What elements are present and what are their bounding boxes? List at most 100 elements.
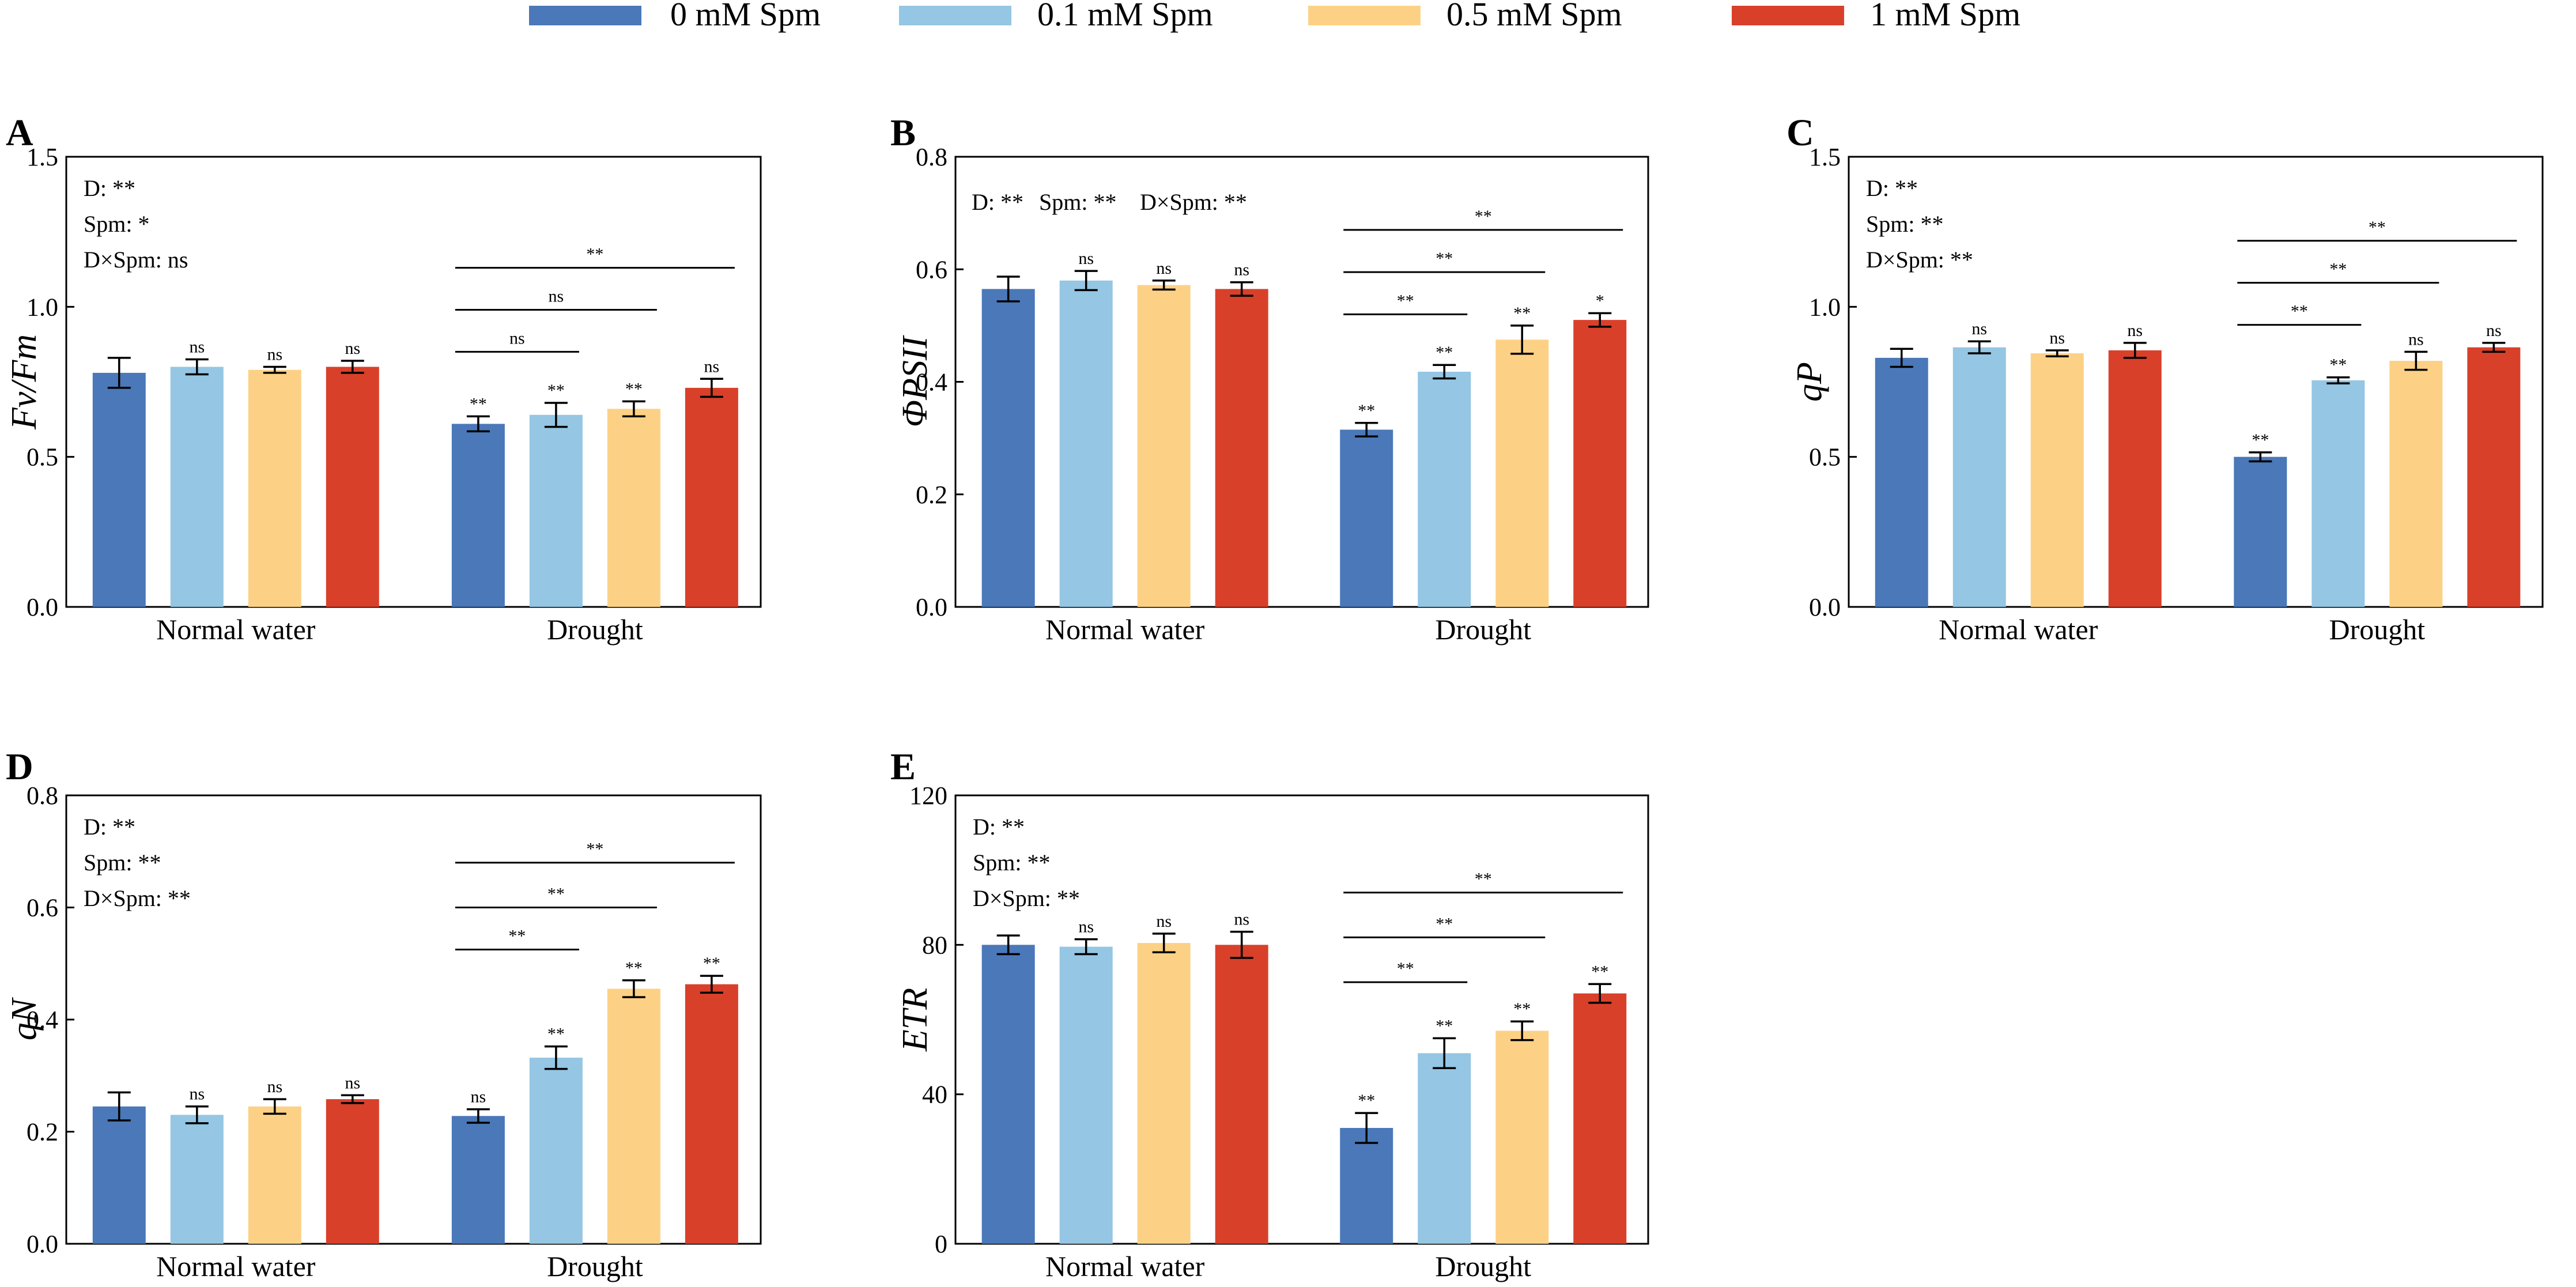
comparison-label: ns [549,287,564,306]
bar-normal-water-0 [92,1106,146,1244]
significance-label: ** [1436,343,1453,362]
significance-label: ** [1513,304,1531,323]
comparison-label: ** [2329,260,2347,279]
significance-label: ns [345,1073,360,1092]
plot-frame [954,794,1649,1245]
comparison-label: ** [586,840,603,859]
comparison-label: ** [1436,914,1453,933]
bar-drought-3 [1573,320,1627,607]
significance-label: ns [2049,329,2065,348]
significance-label: ** [625,379,643,398]
significance-label: * [1596,291,1604,310]
comparison-label: ** [1436,249,1453,268]
bar-drought-0 [451,1116,505,1244]
stat-text: D: ** [84,814,135,840]
category-label: Drought [547,1250,643,1282]
significance-label: ns [1156,259,1172,278]
category-label: Drought [1435,613,1531,646]
significance-label: ** [2329,356,2347,375]
legend-label-3: 1 mM Spm [1870,0,2020,33]
bar-normal-water-3 [326,367,379,607]
significance-label: ** [2252,431,2269,450]
significance-label: ns [2408,330,2424,349]
bar-drought-3 [2467,347,2521,607]
bar-drought-3 [1573,993,1627,1244]
comparison-label: ** [1475,870,1492,889]
category-label: Normal water [156,613,316,646]
bar-drought-1 [1418,1053,1471,1244]
bar-normal-water-3 [326,1099,379,1244]
y-tick-label: 0.5 [27,443,58,471]
panel-letter: C [1786,112,1814,154]
bar-drought-2 [607,988,660,1244]
stat-text: Spm: ** [973,850,1050,875]
panel-C: 0.0 0.5 1.0 1.5 qP Cns ns ns Normal water ** ** ns n… [1786,112,2544,646]
bar-drought-1 [1418,371,1471,607]
bar-normal-water-0 [92,372,146,607]
y-tick-label: 0.0 [916,593,947,621]
bar-drought-2 [2389,361,2443,607]
significance-label: ns [704,357,720,376]
bar-normal-water-3 [1215,289,1268,607]
category-label: Normal water [1045,1250,1205,1282]
panel-A: 0.0 0.5 1.0 1.5 Fv/Fm Ans ns ns Normal water ** **… [5,112,762,646]
y-tick-label: 1.5 [27,143,58,171]
stat-text: D×Spm: ** [1140,189,1247,215]
bar-normal-water-1 [1059,280,1113,607]
significance-label: ns [267,345,282,364]
y-tick-label: 1.0 [27,293,58,321]
bar-normal-water-1 [1059,946,1113,1244]
legend: 0 mM Spm 0.1 mM Spm 0.5 mM Spm 1 mM Spm [529,0,2020,33]
bar-normal-water-2 [248,1106,301,1244]
bar-drought-0 [2234,456,2287,607]
stat-text: D×Spm: ns [84,247,188,273]
stat-text: D×Spm: ** [973,885,1080,911]
y-tick-label: 0.2 [916,481,947,509]
legend-label-0: 0 mM Spm [670,0,821,33]
significance-label: ** [470,394,487,413]
comparison-label: ** [508,926,526,945]
category-label: Normal water [1045,613,1205,646]
bar-normal-water-1 [170,367,224,607]
bar-drought-1 [2311,380,2365,607]
y-tick-label: 0.4 [916,368,947,397]
y-tick-label: 120 [909,782,947,810]
y-axis-label: ΦPSII [896,334,935,427]
category-label: Normal water [156,1250,316,1282]
y-tick-label: 1.5 [1809,143,1841,171]
significance-label: ** [703,954,720,973]
significance-label: ns [1078,918,1094,937]
bar-drought-0 [1340,429,1393,607]
significance-label: ** [547,1025,565,1044]
bar-drought-3 [685,387,738,607]
significance-label: ** [1436,1016,1453,1035]
bar-normal-water-3 [2108,350,2162,607]
y-tick-label: 0.0 [27,1230,58,1258]
y-tick-label: 0.4 [27,1006,58,1034]
y-axis-label: ETR [896,988,935,1052]
y-tick-label: 80 [922,931,947,959]
panel-B: 0.0 0.2 0.4 0.6 0.8 ΦPSII Bns ns ns Normal water *… [890,112,1649,646]
significance-label: ** [1591,962,1608,981]
stat-text: Spm: * [84,211,149,237]
significance-label: ns [345,339,360,358]
panel-letter: A [6,112,33,154]
category-label: Drought [1435,1250,1531,1282]
stat-text: D×Spm: ** [1866,247,1973,273]
y-axis-label: qP [1790,362,1829,402]
category-label: Normal water [1939,613,2098,646]
y-axis-label: Fv/Fm [5,334,44,430]
legend-swatch-2 [1308,6,1421,25]
significance-label: ** [1513,999,1531,1018]
y-tick-label: 0.0 [27,593,58,621]
y-tick-label: 0.5 [1809,443,1841,471]
comparison-label: ** [1475,207,1492,226]
legend-label-1: 0.1 mM Spm [1037,0,1213,33]
bar-drought-2 [607,409,660,607]
category-label: Drought [2329,613,2426,646]
y-tick-label: 0.8 [916,143,947,171]
bar-drought-0 [451,424,505,607]
bar-drought-1 [529,1058,583,1244]
bar-normal-water-0 [981,289,1035,607]
